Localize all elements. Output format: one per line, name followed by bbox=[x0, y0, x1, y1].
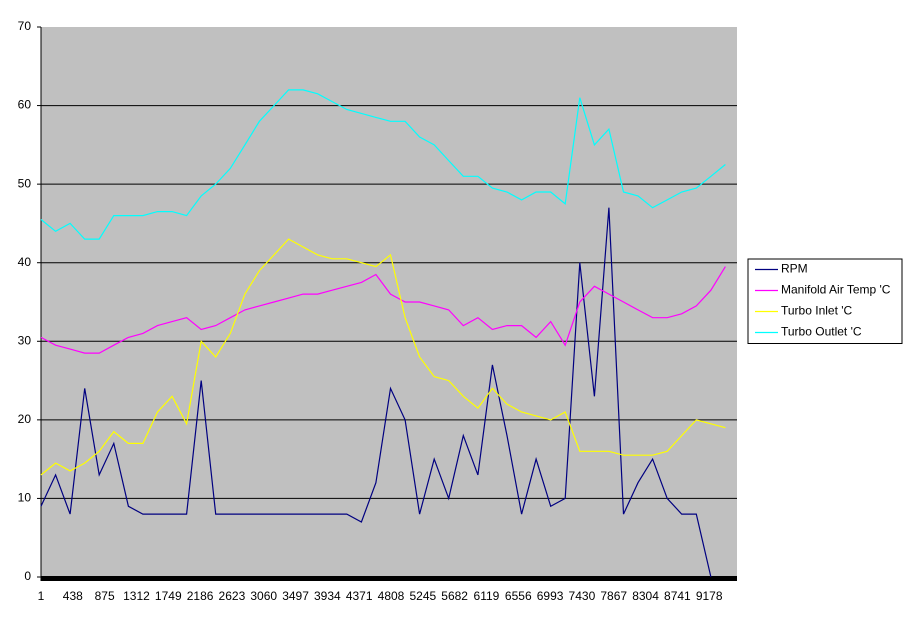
legend-label: Turbo Inlet 'C bbox=[781, 304, 853, 318]
y-tick-label: 50 bbox=[18, 176, 32, 190]
x-tick-label: 438 bbox=[63, 589, 83, 603]
x-tick-label: 1 bbox=[38, 589, 45, 603]
x-tick-label: 6119 bbox=[474, 589, 500, 603]
y-tick-label: 40 bbox=[18, 255, 32, 269]
x-tick-label: 1312 bbox=[123, 589, 150, 603]
series-line bbox=[40, 238, 726, 476]
legend-label: Manifold Air Temp 'C bbox=[781, 283, 891, 297]
x-axis bbox=[41, 576, 737, 581]
y-tick-label: 20 bbox=[18, 412, 32, 426]
x-tick-label: 875 bbox=[95, 589, 115, 603]
x-tick-label: 1749 bbox=[155, 589, 182, 603]
legend-label: RPM bbox=[781, 262, 808, 276]
x-tick-label: 3060 bbox=[250, 589, 277, 603]
x-tick-label: 6556 bbox=[505, 589, 532, 603]
x-tick-label: 8304 bbox=[632, 589, 659, 603]
series-line bbox=[40, 89, 726, 240]
x-tick-label: 2623 bbox=[219, 589, 246, 603]
y-tick-label: 0 bbox=[24, 569, 31, 583]
x-tick-label: 6993 bbox=[537, 589, 564, 603]
legend-box bbox=[747, 258, 903, 344]
x-tick-label: 8741 bbox=[664, 589, 691, 603]
legend-label: Turbo Outlet 'C bbox=[781, 325, 862, 339]
x-tick-label: 4808 bbox=[378, 589, 405, 603]
series-line bbox=[40, 266, 726, 354]
x-tick-label: 2186 bbox=[187, 589, 214, 603]
x-tick-label: 5682 bbox=[441, 589, 468, 603]
x-tick-label: 7867 bbox=[600, 589, 627, 603]
y-tick-label: 70 bbox=[18, 19, 32, 33]
x-tick-label: 4371 bbox=[346, 589, 373, 603]
plot-area bbox=[41, 27, 737, 577]
y-tick-label: 60 bbox=[18, 98, 32, 112]
y-tick-label: 10 bbox=[18, 491, 32, 505]
series-line bbox=[40, 207, 712, 578]
x-tick-label: 5245 bbox=[409, 589, 436, 603]
x-tick-label: 9178 bbox=[696, 589, 723, 603]
x-tick-label: 3934 bbox=[314, 589, 341, 603]
x-tick-label: 3497 bbox=[282, 589, 309, 603]
y-tick-label: 30 bbox=[18, 333, 32, 347]
x-tick-label: 7430 bbox=[569, 589, 596, 603]
